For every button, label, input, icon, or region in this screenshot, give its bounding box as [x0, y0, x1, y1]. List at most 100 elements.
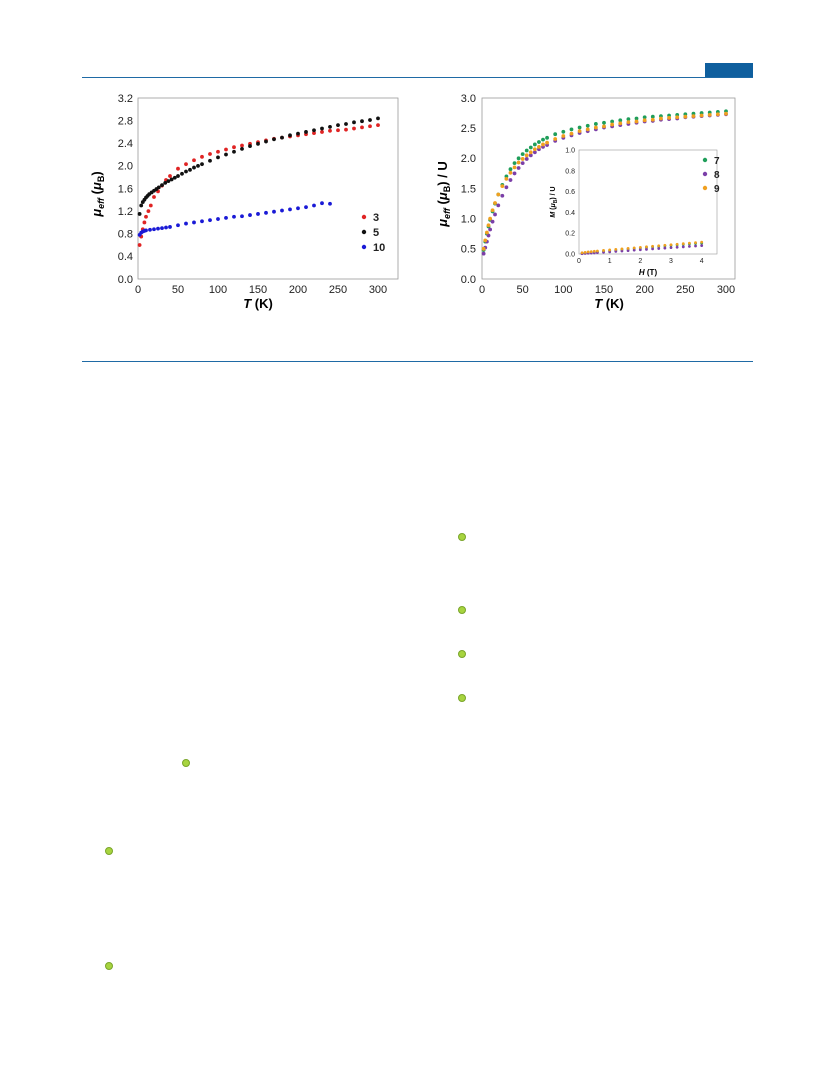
chartB-y-tick-label: 2.5	[461, 123, 476, 135]
chartA-series-5-point	[304, 130, 308, 134]
chartC-series-9-point	[596, 249, 599, 253]
chartA-series-5-point	[180, 171, 184, 176]
chartC-series-9-point	[580, 251, 584, 255]
chartB-series-7-point	[602, 120, 606, 125]
chartB-series-9-point	[528, 150, 533, 155]
chartA-series-3-point	[336, 128, 340, 133]
annotation-marker[interactable]	[458, 606, 466, 614]
chartB-series-7-point	[553, 132, 558, 137]
chart-right-ylabel: μeff (μB) / U	[435, 161, 452, 228]
chartA-x-tick-label: 0	[135, 284, 141, 296]
chartA-series-3-point	[142, 220, 147, 225]
annotation-marker[interactable]	[458, 694, 466, 702]
chartA-series-5-point	[188, 167, 192, 172]
chartB-x-tick-label: 250	[676, 284, 694, 296]
chartA-series-5-point	[172, 175, 177, 180]
chartA-y-tick-label: 0.8	[118, 229, 133, 241]
chartB-series-7-point	[626, 117, 631, 122]
chartA-series-10-point	[176, 223, 180, 228]
chartA-series-10-point	[312, 203, 316, 208]
chartB-x-tick-label: 0	[479, 284, 485, 296]
chartB-series-8-point	[490, 219, 495, 224]
chartB-series-9-point	[602, 124, 606, 129]
chartB-series-7-point	[642, 115, 647, 120]
chartC-series-8-point	[675, 245, 679, 249]
legend-marker-3	[361, 214, 367, 220]
chartB-series-9-point	[537, 144, 541, 149]
annotation-marker[interactable]	[105, 847, 113, 855]
chartA-series-5-point	[352, 120, 356, 125]
chartB-series-9-point	[508, 170, 513, 175]
chartA-series-3-point	[168, 174, 172, 178]
annotation-marker[interactable]	[458, 650, 466, 658]
chartA-series-5-point	[328, 124, 332, 129]
chartB-series-9-point	[496, 192, 501, 197]
chartC-x-tick-label: 3	[669, 258, 673, 265]
chartB-series-7-point	[561, 129, 566, 134]
chartA-series-5-point	[137, 212, 142, 216]
chart-right: 0 50 100 150 200 250 3000.00.51.01.52.02.53.0 …	[435, 93, 736, 311]
legend-label-8: 8	[714, 170, 720, 181]
chartA-y-tick-label: 1.2	[118, 206, 133, 218]
chartA-series-3-point	[200, 154, 204, 159]
chartA-series-3-point	[360, 125, 364, 130]
chartA-series-5-point	[320, 126, 324, 131]
chartA-series-5-point	[196, 163, 200, 168]
chartA-series-3-point	[184, 162, 188, 167]
chartB-series-9-point	[504, 176, 509, 181]
chartB-y-tick-label: 0.0	[461, 274, 476, 286]
chartA-series-10-point	[288, 207, 292, 212]
chartC-series-8-point	[700, 244, 704, 247]
legend-label-5: 5	[373, 227, 379, 239]
chartB-series-8-point	[500, 193, 505, 198]
chartA-x-tick-label: 200	[289, 284, 307, 296]
chartC-series-8-point	[651, 247, 654, 251]
chartC-series-9-point	[663, 243, 667, 247]
chartA-series-10-point	[272, 209, 276, 214]
chartC-series-8-point	[657, 247, 661, 250]
chartA-series-10-point	[168, 225, 172, 229]
chartB-series-8-point	[504, 185, 509, 190]
annotation-marker[interactable]	[458, 533, 466, 541]
chartA-series-10-point	[320, 201, 324, 206]
chartC-series-8-point	[645, 247, 648, 251]
chartB-series-9-point	[553, 137, 558, 141]
chartB-series-9-point	[561, 134, 566, 138]
chartC-series-9-point	[626, 246, 630, 250]
chartB-series-9-point	[683, 114, 688, 119]
chartA-y-tick-label: 0.4	[118, 251, 133, 263]
chartA-series-3-point	[216, 149, 220, 154]
annotation-marker[interactable]	[105, 962, 113, 970]
annotation-marker[interactable]	[182, 759, 190, 767]
chartC-y-tick-label: 0.0	[565, 251, 575, 258]
chartA-series-3-point	[312, 131, 316, 135]
chartA-series-3-point	[344, 127, 348, 132]
chartC-series-9-point	[669, 243, 673, 247]
chartB-series-7-point	[593, 122, 598, 126]
chartC-series-8-point	[688, 245, 691, 248]
legend-marker-7	[702, 157, 708, 163]
chartB-series-9-point	[483, 238, 488, 243]
chartB-x-tick-label: 200	[635, 284, 653, 296]
chart-inset: 0 1 2 3 4 0.0 0.2 0.4 0.6 0.8 1.0 H (T) M (μB) / U	[550, 147, 718, 277]
chartB-series-7-point	[585, 123, 590, 128]
chartC-series-9-point	[602, 249, 605, 252]
chartC-series-8-point	[632, 248, 636, 252]
chartA-series-3-point	[176, 166, 180, 171]
legend-label-7: 7	[714, 156, 720, 167]
chartB-series-9-point	[650, 117, 655, 122]
chartB-series-9-point	[512, 165, 517, 170]
chartC-series-9-point	[675, 242, 679, 246]
chartA-series-5-point	[166, 179, 171, 184]
section-rule	[82, 361, 753, 362]
chartA-x-tick-label: 250	[329, 284, 347, 296]
chartB-y-tick-label: 1.5	[461, 183, 476, 195]
chartB-series-7-point	[532, 142, 537, 147]
chart-right-legend: 7 8 9	[702, 156, 720, 195]
chartB-y-tick-label: 2.0	[461, 153, 476, 165]
chartB-series-7-point	[650, 114, 655, 119]
chart-inset-xlabel: H (T)	[639, 268, 658, 277]
chartB-series-7-point	[520, 152, 525, 157]
chartB-series-7-point	[528, 145, 533, 150]
chartB-series-9-point	[541, 142, 545, 147]
